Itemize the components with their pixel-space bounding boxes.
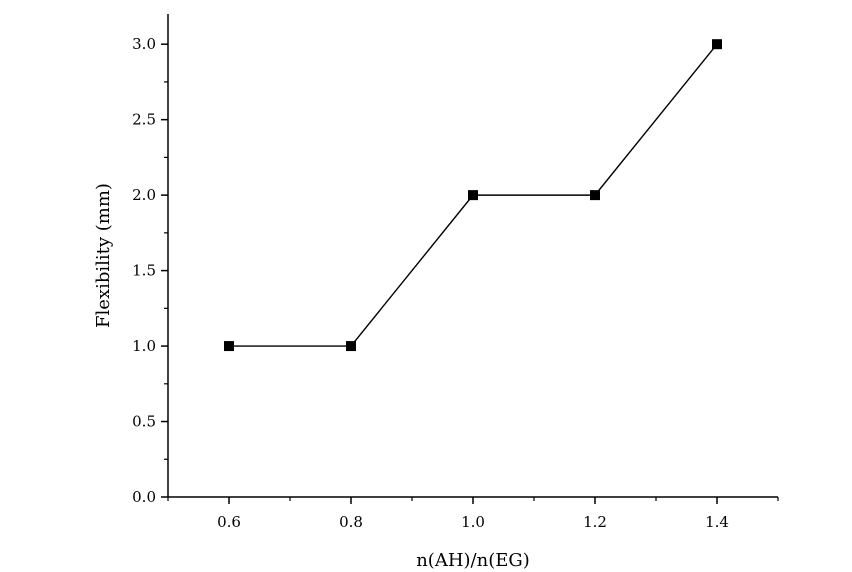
y-tick-label: 0.0	[132, 488, 156, 506]
y-tick-label: 1.0	[132, 337, 156, 355]
y-tick-label: 2.5	[132, 111, 156, 129]
x-tick-label: 0.8	[339, 513, 363, 531]
data-point	[346, 341, 356, 352]
y-tick-label: 3.0	[132, 35, 156, 53]
data-point	[224, 341, 234, 352]
data-point	[712, 39, 722, 50]
data-point	[468, 190, 478, 201]
x-ticks: 0.6 0.8 1.0 1.2 1.4	[167, 497, 779, 531]
data-point	[590, 190, 600, 201]
y-tick-label: 0.5	[132, 413, 156, 431]
y-tick-label: 1.5	[132, 262, 156, 280]
x-tick-label: 1.2	[583, 513, 607, 531]
y-tick-label: 2.0	[132, 186, 156, 204]
axes	[167, 14, 778, 498]
y-axis-title: Flexibility (mm)	[93, 183, 114, 328]
y-ticks: 0.0 0.5 1.0 1.5 2.0 2.5 3.0	[132, 35, 168, 506]
x-tick-label: 1.4	[705, 513, 729, 531]
x-axis-title: n(AH)/n(EG)	[416, 550, 530, 571]
x-tick-label: 1.0	[461, 513, 485, 531]
x-tick-label: 0.6	[217, 513, 241, 531]
series	[224, 39, 722, 352]
